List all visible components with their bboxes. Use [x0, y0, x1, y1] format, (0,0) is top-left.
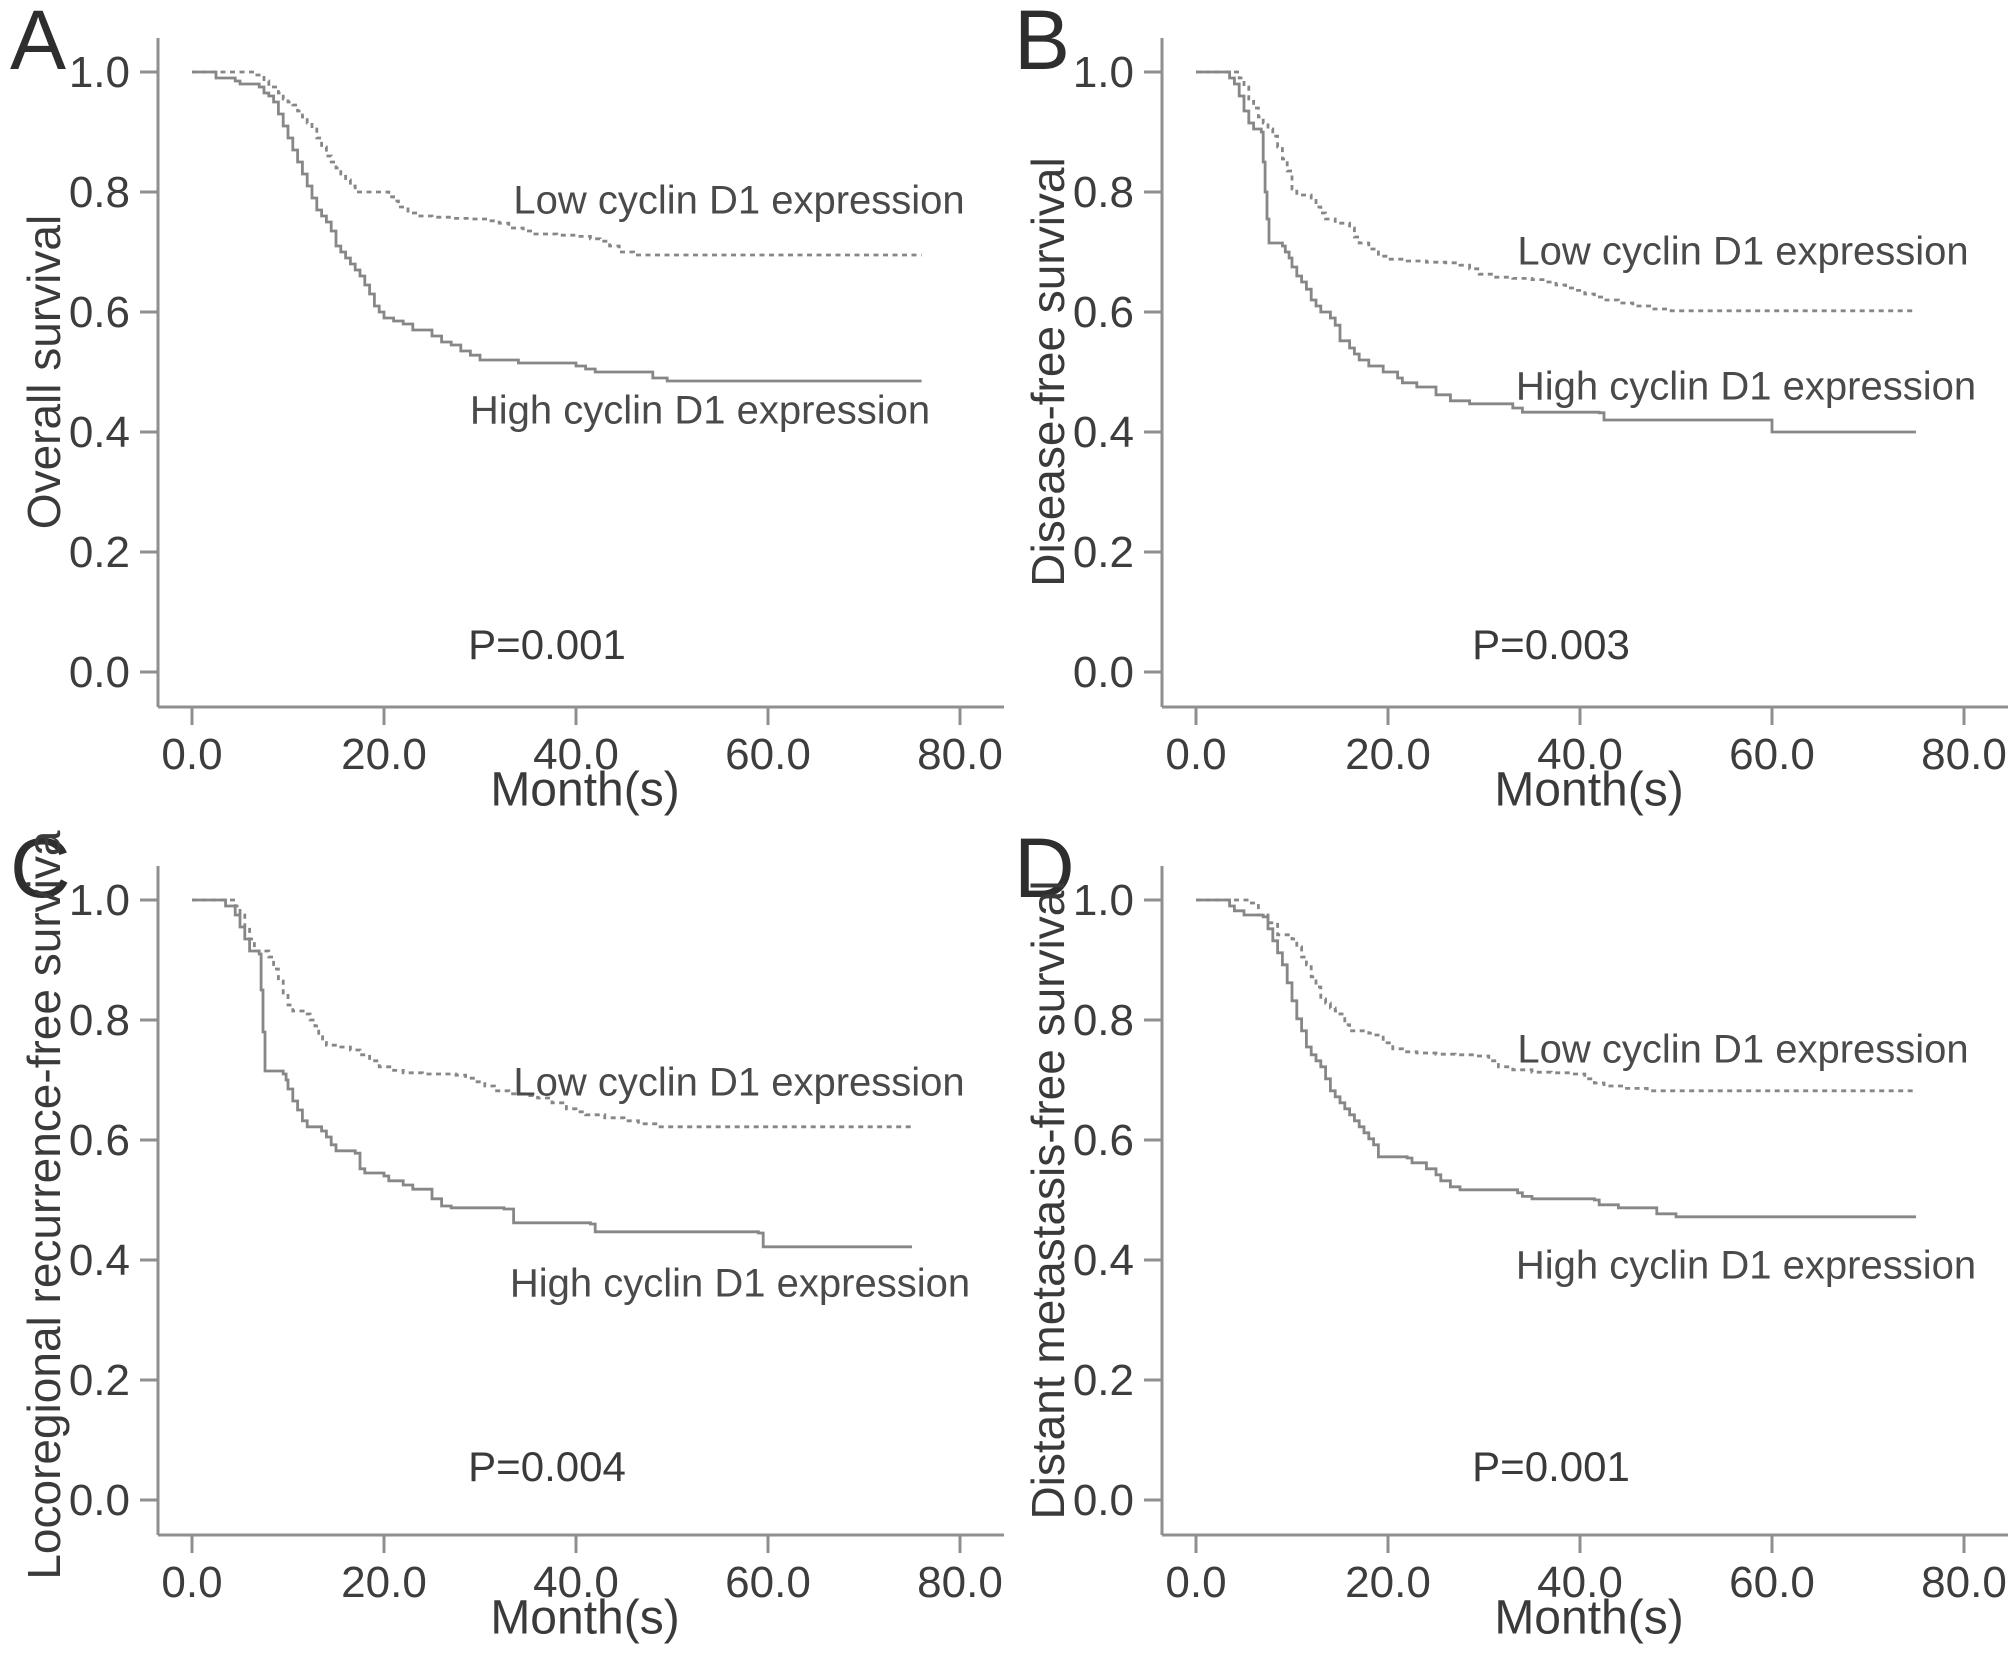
- x-tick-label: 60.0: [725, 1558, 811, 1607]
- y-tick-label: 1.0: [69, 876, 130, 925]
- survival-curve-low: [192, 70, 922, 257]
- panel-d-y-axis-title: Distant metastasis-free survival: [1022, 880, 1074, 1520]
- y-tick-label: 0.6: [1073, 288, 1134, 337]
- panel-d-p-value: P=0.001: [1472, 1443, 1630, 1490]
- x-tick-label: 0.0: [161, 730, 222, 779]
- panel-a-y-axis-title: Overall survival: [18, 214, 70, 530]
- panel-b-x-axis-title: Month(s): [1494, 763, 1684, 817]
- panel-d-x-axis-title: Month(s): [1494, 1591, 1684, 1645]
- x-tick-label: 40.0: [1537, 730, 1623, 779]
- panel-b-p-value: P=0.003: [1472, 621, 1630, 668]
- panel-d: 0.0 20.0 40.0 60.0 80.0 0.0 0.2 0.4 0.6 0.8 1.0 D …: [1004, 828, 2008, 1656]
- y-tick-label: 1.0: [1073, 48, 1134, 97]
- x-tick-label: 0.0: [161, 1558, 222, 1607]
- panel-c-chart: 0.0 20.0 40.0 60.0 80.0 0.0 0.2 0.4 0.6 0.8 1.0: [69, 866, 1004, 1607]
- panel-a-p-value: P=0.001: [468, 621, 626, 668]
- x-tick-label: 20.0: [1345, 730, 1431, 779]
- survival-curve-high: [1196, 898, 1916, 1219]
- y-tick-label: 0.8: [1073, 168, 1134, 217]
- y-tick-label: 0.4: [1073, 1236, 1134, 1285]
- survival-curve-high: [1196, 70, 1916, 434]
- panel-c-p-value: P=0.004: [468, 1443, 626, 1490]
- x-tick-label: 40.0: [533, 1558, 619, 1607]
- survival-curve-high: [192, 898, 912, 1249]
- x-tick-label: 20.0: [341, 1558, 427, 1607]
- panel-a-letter: A: [10, 0, 67, 87]
- panel-a-high-curve-label: High cyclin D1 expression: [469, 388, 931, 433]
- panel-b-letter: B: [1014, 0, 1071, 87]
- x-tick-label: 40.0: [1537, 1558, 1623, 1607]
- x-tick-label: 80.0: [1921, 730, 2007, 779]
- panel-d-low-curve-label: Low cyclin D1 expression: [1517, 1027, 1969, 1072]
- panel-b-chart: 0.0 20.0 40.0 60.0 80.0 0.0 0.2 0.4 0.6 0.8 1.0: [1073, 38, 2008, 779]
- panel-a: 0.0 20.0 40.0 60.0 80.0 0.0 0.2 0.4 0.6 0.8 1.0 A …: [0, 0, 1004, 828]
- y-tick-label: 0.0: [1073, 1476, 1134, 1525]
- x-tick-label: 80.0: [917, 730, 1003, 779]
- x-tick-label: 60.0: [1729, 1558, 1815, 1607]
- panel-c-letter: C: [10, 828, 71, 915]
- y-tick-label: 0.0: [1073, 648, 1134, 697]
- x-tick-label: 20.0: [1345, 1558, 1431, 1607]
- y-tick-label: 1.0: [1073, 876, 1134, 925]
- x-tick-label: 80.0: [1921, 1558, 2007, 1607]
- y-tick-label: 0.2: [1073, 1356, 1134, 1405]
- y-tick-label: 0.0: [69, 1476, 130, 1525]
- x-tick-label: 0.0: [1165, 730, 1226, 779]
- panel-d-high-curve-label: High cyclin D1 expression: [1515, 1243, 1977, 1288]
- x-tick-label: 40.0: [533, 730, 619, 779]
- x-tick-label: 60.0: [1729, 730, 1815, 779]
- y-tick-label: 0.6: [69, 1116, 130, 1165]
- y-tick-label: 0.2: [1073, 528, 1134, 577]
- y-tick-label: 0.0: [69, 648, 130, 697]
- y-tick-label: 0.6: [69, 288, 130, 337]
- y-tick-label: 0.2: [69, 528, 130, 577]
- panel-a-chart: 0.0 20.0 40.0 60.0 80.0 0.0 0.2 0.4 0.6 0.8 1.0: [69, 38, 1004, 779]
- y-tick-label: 0.4: [1073, 408, 1134, 457]
- panel-a-x-axis-title: Month(s): [490, 763, 680, 817]
- y-tick-label: 0.8: [69, 168, 130, 217]
- y-tick-label: 0.2: [69, 1356, 130, 1405]
- x-tick-label: 0.0: [1165, 1558, 1226, 1607]
- y-tick-label: 0.4: [69, 408, 130, 457]
- panel-c: 0.0 20.0 40.0 60.0 80.0 0.0 0.2 0.4 0.6 0.8 1.0 C …: [0, 828, 1004, 1656]
- y-tick-label: 0.6: [1073, 1116, 1134, 1165]
- panel-a-low-curve-label: Low cyclin D1 expression: [513, 178, 965, 223]
- panel-b: 0.0 20.0 40.0 60.0 80.0 0.0 0.2 0.4 0.6 0.8 1.0 B …: [1004, 0, 2008, 828]
- panel-c-x-axis-title: Month(s): [490, 1591, 680, 1645]
- survival-curve-low: [1196, 898, 1916, 1093]
- y-tick-label: 0.8: [69, 996, 130, 1045]
- panel-c-low-curve-label: Low cyclin D1 expression: [513, 1060, 965, 1105]
- x-tick-label: 60.0: [725, 730, 811, 779]
- y-tick-label: 1.0: [69, 48, 130, 97]
- x-tick-label: 80.0: [917, 1558, 1003, 1607]
- panel-d-letter: D: [1014, 828, 1075, 915]
- panel-d-chart: 0.0 20.0 40.0 60.0 80.0 0.0 0.2 0.4 0.6 0.8 1.0: [1073, 866, 2008, 1607]
- panel-c-y-axis-title: Locoregional recurrence-free survival: [18, 828, 70, 1580]
- survival-curve-high: [192, 70, 922, 383]
- panel-b-y-axis-title: Disease-free survival: [1022, 157, 1074, 587]
- y-tick-label: 0.4: [69, 1236, 130, 1285]
- y-tick-label: 0.8: [1073, 996, 1134, 1045]
- panel-c-high-curve-label: High cyclin D1 expression: [509, 1261, 971, 1306]
- x-tick-label: 20.0: [341, 730, 427, 779]
- panel-b-low-curve-label: Low cyclin D1 expression: [1517, 229, 1969, 274]
- panel-b-high-curve-label: High cyclin D1 expression: [1515, 364, 1977, 409]
- survival-curve-low: [1196, 70, 1916, 313]
